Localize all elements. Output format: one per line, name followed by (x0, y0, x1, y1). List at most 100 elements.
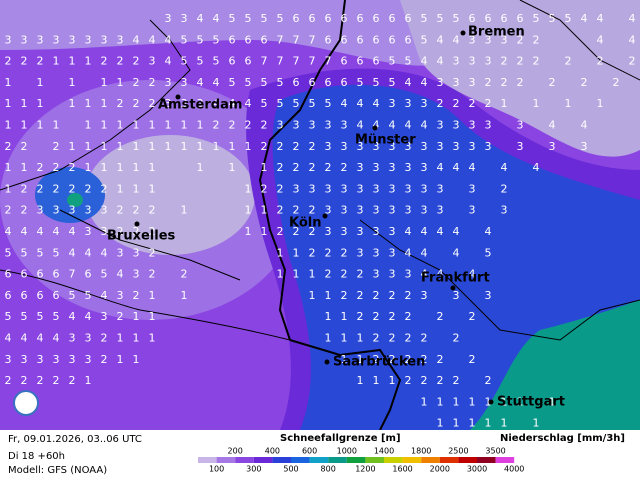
precip-value: 5 (293, 97, 300, 110)
precip-value: 1 (149, 332, 156, 345)
precip-value: 2 (245, 119, 252, 132)
precip-value: 6 (341, 55, 348, 68)
precip-value: 3 (485, 289, 492, 302)
precip-value: 2 (421, 374, 428, 387)
precip-value: 3 (469, 55, 476, 68)
precip-value: 5 (21, 246, 28, 259)
precip-value: 1 (69, 55, 76, 68)
city-marker (322, 213, 328, 219)
scale-cell (198, 457, 217, 463)
precip-value: 5 (229, 12, 236, 25)
precip-value: 3 (101, 33, 108, 46)
precip-label: Niederschlag [mm/3h] (500, 433, 625, 444)
precip-value: 3 (357, 182, 364, 195)
precip-value: 5 (373, 76, 380, 89)
precip-value: 1 (181, 289, 188, 302)
precip-value: 4 (341, 97, 348, 110)
precip-value: 1 (453, 395, 460, 408)
precip-value: 5 (181, 33, 188, 46)
precip-value: 1 (5, 119, 12, 132)
precip-value: 4 (453, 225, 460, 238)
precip-value: 5 (389, 76, 396, 89)
precip-value: 3 (469, 76, 476, 89)
precip-value: 4 (453, 246, 460, 259)
precip-value: 5 (389, 55, 396, 68)
precip-value: 1 (117, 332, 124, 345)
precip-value: 4 (197, 76, 204, 89)
precip-value: 2 (373, 289, 380, 302)
precip-value: 3 (437, 119, 444, 132)
precip-value: 5 (245, 12, 252, 25)
precip-value: 2 (133, 97, 140, 110)
precip-value: 1 (133, 140, 140, 153)
precip-value: 6 (405, 33, 412, 46)
precip-value: 3 (485, 140, 492, 153)
precip-value: 1 (277, 268, 284, 281)
precip-value: 1 (197, 140, 204, 153)
precip-value: 3 (149, 55, 156, 68)
scale-label: 1400 (374, 447, 394, 456)
precip-value: 3 (389, 225, 396, 238)
precip-value: 4 (21, 332, 28, 345)
precip-value: 2 (437, 353, 444, 366)
precip-value: 6 (389, 33, 396, 46)
precip-value: 3 (469, 140, 476, 153)
precip-value: 1 (117, 161, 124, 174)
precip-value: 4 (581, 12, 588, 25)
precip-value: 4 (437, 225, 444, 238)
precip-value: 5 (421, 33, 428, 46)
precip-value: 1 (85, 374, 92, 387)
precip-value: 3 (85, 353, 92, 366)
precip-value: 3 (469, 204, 476, 217)
precip-value: 2 (309, 204, 316, 217)
scale-label: 1200 (355, 465, 375, 474)
precip-value: 3 (373, 225, 380, 238)
borders (0, 0, 640, 431)
precip-value: 2 (149, 225, 156, 238)
precip-value: 3 (421, 182, 428, 195)
scale-label: 800 (321, 465, 336, 474)
precip-value: 3 (389, 246, 396, 259)
precip-value: 7 (325, 55, 332, 68)
border-line (0, 269, 291, 341)
precip-value: 3 (309, 119, 316, 132)
precip-value: 2 (117, 55, 124, 68)
precip-value: 1 (133, 119, 140, 132)
precip-value: 6 (21, 289, 28, 302)
precip-value: 6 (357, 55, 364, 68)
precip-value: 3 (165, 97, 172, 110)
precip-value: 1 (117, 119, 124, 132)
precip-value: 3 (357, 225, 364, 238)
precip-value: 1 (277, 246, 284, 259)
precip-value: 5 (261, 76, 268, 89)
precip-value: 3 (373, 268, 380, 281)
precip-value: 2 (117, 204, 124, 217)
precip-value: 4 (453, 161, 460, 174)
precip-value: 1 (485, 417, 492, 430)
precip-value: 4 (485, 225, 492, 238)
precip-value: 3 (517, 119, 524, 132)
precip-value: 3 (293, 182, 300, 195)
precip-value: 2 (437, 310, 444, 323)
precip-value: 4 (405, 76, 412, 89)
precip-value: 2 (565, 55, 572, 68)
precip-value: 5 (261, 97, 268, 110)
precip-value: 3 (357, 246, 364, 259)
precip-value: 4 (421, 246, 428, 259)
precip-value: 3 (549, 140, 556, 153)
precip-value: 2 (117, 225, 124, 238)
scale-cell (384, 457, 403, 463)
precip-value: 3 (501, 33, 508, 46)
precip-value: 4 (69, 310, 76, 323)
precip-value: 2 (133, 76, 140, 89)
precip-value: 3 (37, 353, 44, 366)
precip-value: 5 (197, 33, 204, 46)
precip-value: 5 (5, 246, 12, 259)
precip-value: 1 (149, 182, 156, 195)
city-label: Münster (355, 133, 416, 148)
precip-value: 1 (69, 97, 76, 110)
precip-value: 1 (357, 353, 364, 366)
precip-value: 1 (149, 310, 156, 323)
precip-value: 4 (133, 33, 140, 46)
precip-value: 5 (53, 246, 60, 259)
